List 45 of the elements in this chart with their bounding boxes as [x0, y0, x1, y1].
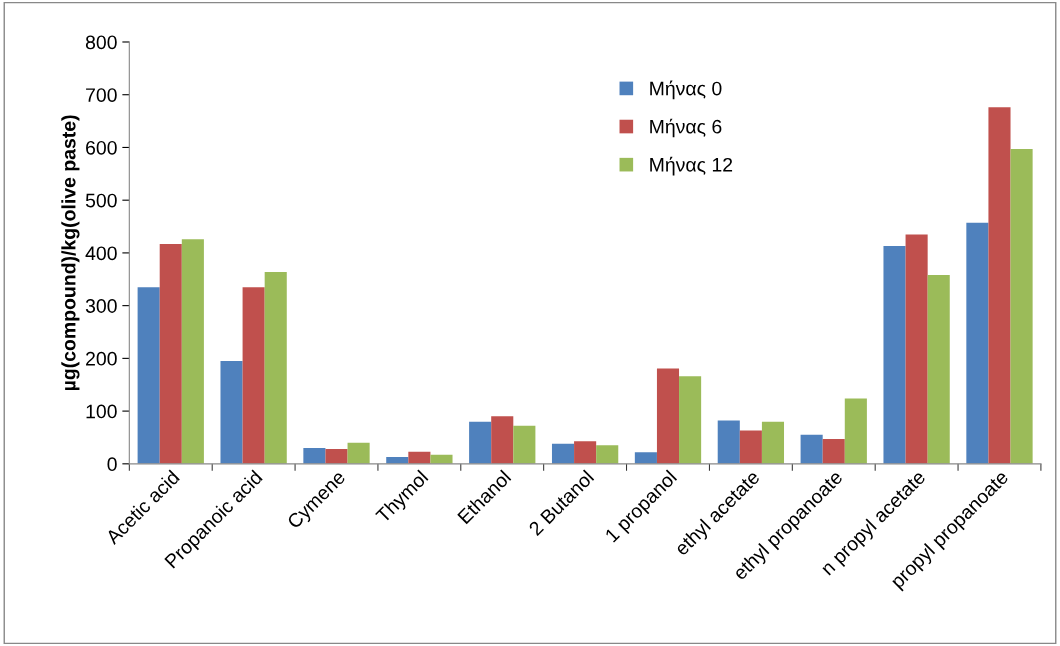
bar: [679, 376, 702, 464]
bar: [220, 361, 243, 464]
bar: [717, 420, 740, 464]
bar: [761, 421, 785, 464]
bar: [325, 449, 348, 464]
bar: [905, 234, 928, 464]
bar: [408, 451, 431, 464]
bar: [303, 448, 326, 464]
bar: [927, 275, 950, 464]
bar: [966, 222, 989, 464]
bar: [822, 439, 845, 464]
bar: [551, 443, 575, 464]
bar: [264, 271, 287, 464]
y-tick-label: 200: [86, 351, 117, 366]
y-tick-label: 400: [85, 246, 117, 261]
bar: [491, 416, 514, 464]
y-tick-label: 0: [107, 457, 117, 472]
bar: [739, 430, 762, 464]
y-tick-label: 300: [85, 299, 117, 313]
bar: [574, 441, 597, 464]
bar: [656, 368, 680, 464]
bar: [181, 239, 204, 464]
bar: [1010, 149, 1033, 464]
bar: [513, 425, 536, 464]
y-tick-label: 100: [86, 404, 117, 419]
legend-label: Μήνας 0: [650, 80, 722, 100]
bar: [242, 287, 265, 464]
y-tick-label: 700: [86, 88, 117, 102]
y-tick-label: 800: [85, 35, 117, 50]
bar: [347, 442, 370, 464]
bar: [596, 445, 619, 464]
bar: [844, 398, 867, 464]
bar: [800, 434, 823, 464]
bar: [883, 246, 906, 464]
legend-label: Μήνας 12: [650, 156, 733, 176]
bar: [634, 452, 657, 464]
y-axis-title: µg(compound)/kg(olive paste): [61, 115, 80, 391]
bar: [159, 243, 182, 464]
y-tick-label: 600: [86, 140, 117, 155]
bar: [430, 454, 453, 464]
legend-label: Μήνας 6: [650, 118, 722, 138]
bar: [137, 287, 160, 464]
bar: [469, 421, 492, 464]
bar: [988, 107, 1011, 464]
y-tick-label: 500: [85, 193, 117, 208]
